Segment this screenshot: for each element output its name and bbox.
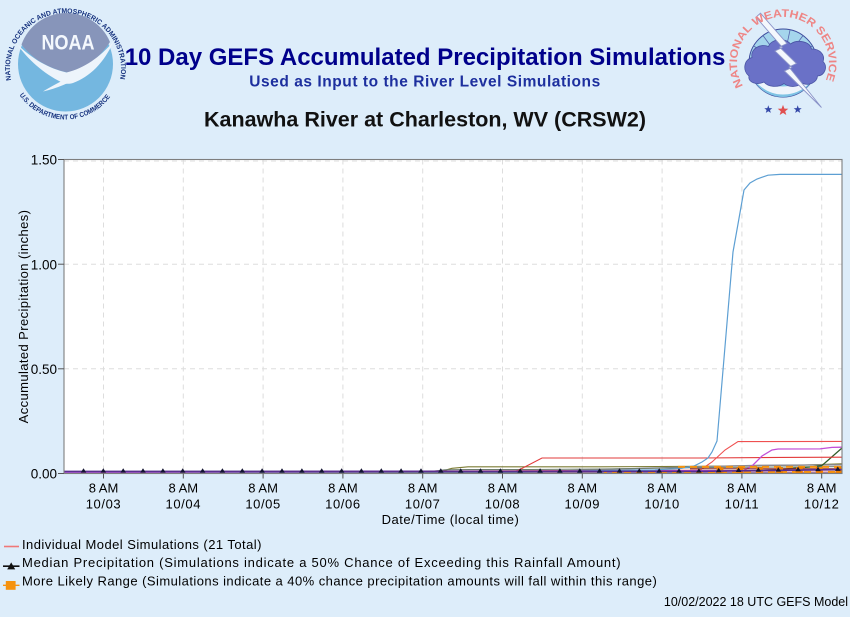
- svg-text:10/11: 10/11: [725, 497, 760, 512]
- svg-text:Individual Model Simulations (: Individual Model Simulations (21 Total): [22, 537, 262, 552]
- svg-text:10/08: 10/08: [485, 497, 521, 512]
- svg-text:10/05: 10/05: [245, 497, 281, 512]
- svg-text:Median Precipitation (Simulati: Median Precipitation (Simulations indica…: [22, 555, 621, 570]
- svg-text:8 AM: 8 AM: [408, 481, 438, 496]
- svg-text:8 AM: 8 AM: [488, 481, 518, 496]
- svg-text:10/02/2022 18 UTC GEFS Model: 10/02/2022 18 UTC GEFS Model: [664, 595, 848, 609]
- svg-text:10 Day GEFS Accumulated Precip: 10 Day GEFS Accumulated Precipitation Si…: [125, 44, 726, 71]
- svg-text:More Likely Range (Simulations: More Likely Range (Simulations indicate …: [22, 573, 657, 588]
- svg-text:10/03: 10/03: [86, 497, 122, 512]
- svg-text:0.50: 0.50: [31, 362, 57, 377]
- svg-text:8 AM: 8 AM: [727, 481, 757, 496]
- svg-text:8 AM: 8 AM: [328, 481, 358, 496]
- svg-text:NOAA: NOAA: [42, 30, 95, 54]
- svg-text:Date/Time (local time): Date/Time (local time): [382, 512, 520, 527]
- svg-text:0.00: 0.00: [31, 467, 57, 482]
- svg-text:Kanawha River at Charleston, W: Kanawha River at Charleston, WV (CRSW2): [204, 108, 646, 132]
- svg-text:8 AM: 8 AM: [647, 481, 677, 496]
- svg-text:8 AM: 8 AM: [168, 481, 198, 496]
- svg-text:10/04: 10/04: [166, 497, 202, 512]
- svg-text:1.50: 1.50: [31, 153, 57, 168]
- svg-text:8 AM: 8 AM: [89, 481, 119, 496]
- svg-text:10/06: 10/06: [325, 497, 361, 512]
- svg-text:1.00: 1.00: [31, 257, 57, 272]
- svg-text:10/10: 10/10: [644, 497, 680, 512]
- svg-text:8 AM: 8 AM: [807, 481, 837, 496]
- svg-text:10/12: 10/12: [804, 497, 840, 512]
- svg-text:8 AM: 8 AM: [567, 481, 597, 496]
- svg-text:8 AM: 8 AM: [248, 481, 278, 496]
- svg-text:10/07: 10/07: [405, 497, 441, 512]
- svg-text:Used as Input to the River Lev: Used as Input to the River Level Simulat…: [249, 74, 601, 91]
- svg-text:Accumulated Precipitation (inc: Accumulated Precipitation (inches): [16, 210, 31, 424]
- svg-text:10/09: 10/09: [565, 497, 601, 512]
